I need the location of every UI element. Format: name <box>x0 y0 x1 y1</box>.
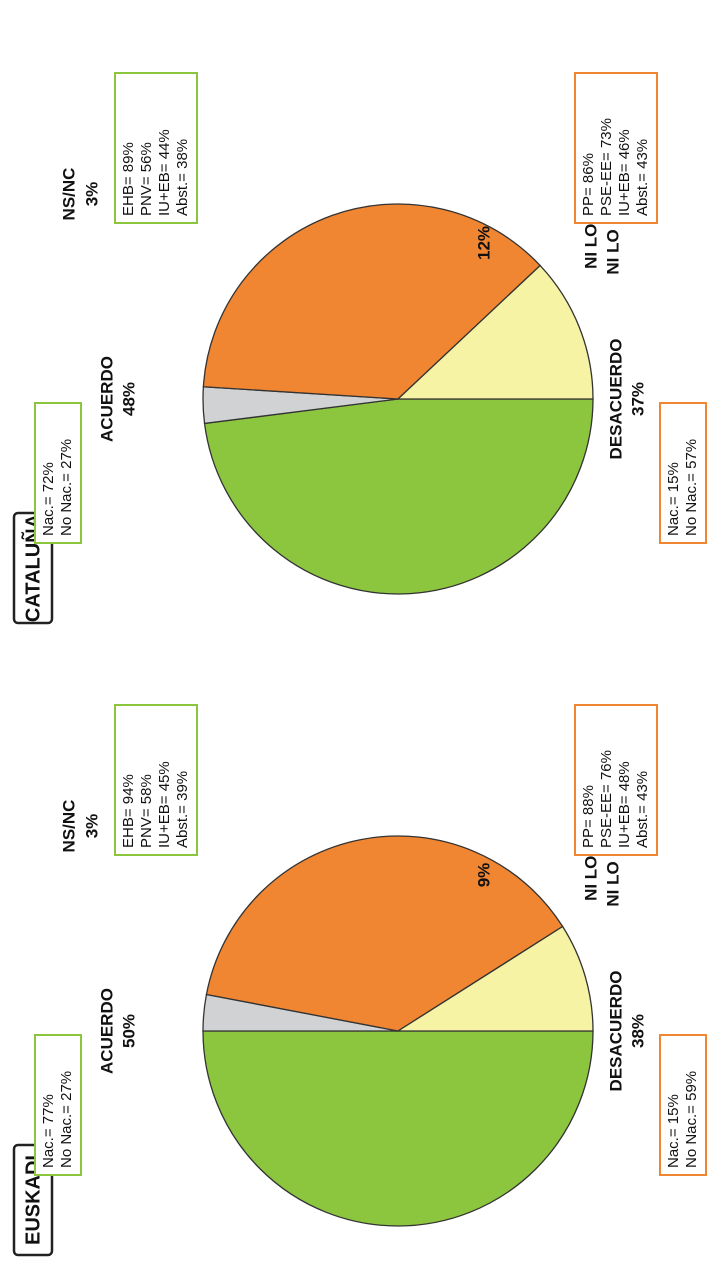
desacuerdo-label: DESACUERDO <box>606 339 625 460</box>
box-desacuerdo-party-line: Abst.= 43% <box>634 771 651 848</box>
nsnc-pct: 3% <box>82 814 101 839</box>
box-acuerdo-party-line: Abst.= 39% <box>174 771 191 848</box>
box-desacuerdo-party-line: Abst.= 43% <box>634 139 651 216</box>
box-acuerdo-party-line: EHB= 94% <box>120 774 137 848</box>
box-acuerdo-party-line: IU+EB= 45% <box>156 761 173 848</box>
box-desacuerdo-nac-line: No Nac.= 57% <box>683 439 700 536</box>
acuerdo-label: ACUERDO <box>97 356 116 442</box>
panel-title: EUSKADI <box>22 1155 44 1245</box>
box-acuerdo-nac-line: Nac.= 72% <box>40 462 57 536</box>
box-desacuerdo-party-line: IU+EB= 48% <box>616 761 633 848</box>
box-desacuerdo-nac-line: No Nac.= 59% <box>683 1071 700 1168</box>
box-acuerdo-party-frame <box>114 72 198 224</box>
niuno-pct: 12% <box>474 226 493 260</box>
desacuerdo-label: DESACUERDO <box>606 971 625 1092</box>
box-acuerdo-party-line: Abst.= 38% <box>174 139 191 216</box>
box-desacuerdo-nac-frame <box>659 1034 707 1176</box>
box-acuerdo-nac-line: No Nac.= 27% <box>58 439 75 536</box>
slice-desacuerdo <box>202 203 542 400</box>
box-acuerdo-party-line: PNV= 58% <box>138 774 155 848</box>
slice-acuerdo <box>203 398 594 595</box>
box-desacuerdo-party-line: PSE-EE= 73% <box>598 118 615 216</box>
slice-niuno <box>395 925 594 1032</box>
box-acuerdo-nac-frame <box>34 402 82 544</box>
nsnc-label: NS/NC <box>59 800 78 853</box>
box-acuerdo-party-line: PNV= 56% <box>138 142 155 216</box>
box-desacuerdo-party-line: IU+EB= 46% <box>616 129 633 216</box>
desacuerdo-pct: 38% <box>628 1014 647 1048</box>
box-desacuerdo-party-line: PP= 88% <box>580 785 597 848</box>
acuerdo-pct: 50% <box>119 1014 138 1048</box>
desacuerdo-pct: 37% <box>628 382 647 416</box>
box-desacuerdo-party-line: PSE-EE= 76% <box>598 750 615 848</box>
box-desacuerdo-party-line: PP= 86% <box>580 153 597 216</box>
box-desacuerdo-nac-line: Nac.= 15% <box>665 1094 682 1168</box>
slice-acuerdo <box>202 1030 594 1227</box>
acuerdo-label: ACUERDO <box>97 988 116 1074</box>
niuno-pct: 9% <box>474 863 493 888</box>
box-desacuerdo-nac-line: Nac.= 15% <box>665 462 682 536</box>
box-acuerdo-nac-line: No Nac.= 27% <box>58 1071 75 1168</box>
box-acuerdo-nac-line: Nac.= 77% <box>40 1094 57 1168</box>
nsnc-label: NS/NC <box>59 168 78 221</box>
acuerdo-pct: 48% <box>119 382 138 416</box>
box-acuerdo-nac-frame <box>34 1034 82 1176</box>
box-acuerdo-party-line: IU+EB= 44% <box>156 129 173 216</box>
box-desacuerdo-nac-frame <box>659 402 707 544</box>
box-desacuerdo-party-frame <box>574 704 658 856</box>
box-acuerdo-party-frame <box>114 704 198 856</box>
box-acuerdo-party-line: EHB= 89% <box>120 142 137 216</box>
slice-niuno <box>396 264 594 400</box>
box-desacuerdo-party-frame <box>574 72 658 224</box>
nsnc-pct: 3% <box>82 182 101 207</box>
